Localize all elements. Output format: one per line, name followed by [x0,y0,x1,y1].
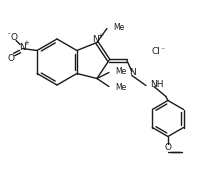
Text: N: N [129,68,136,77]
Text: Me: Me [114,83,126,92]
Text: O: O [164,143,171,152]
Text: O: O [11,33,18,42]
Text: N: N [19,43,25,52]
Text: Me: Me [114,67,126,76]
Text: N: N [92,35,99,44]
Text: Me: Me [112,23,124,32]
Text: O: O [8,54,14,63]
Text: -: - [8,30,10,37]
Text: NH: NH [149,80,163,89]
Text: +: + [23,41,29,46]
Text: ⁻: ⁻ [159,45,164,54]
Text: +: + [97,33,103,40]
Text: Cl: Cl [151,47,160,56]
